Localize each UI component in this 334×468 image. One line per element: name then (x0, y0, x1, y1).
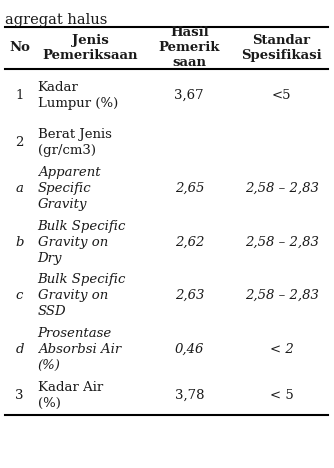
Text: d: d (15, 343, 24, 356)
Text: Hasil
Pemerik
saan: Hasil Pemerik saan (159, 26, 220, 69)
Text: Bulk Specific
Gravity on
SSD: Bulk Specific Gravity on SSD (38, 273, 126, 318)
Text: 1: 1 (15, 89, 24, 102)
Text: Standar
Spesifikasi: Standar Spesifikasi (241, 34, 322, 62)
Text: c: c (16, 289, 23, 302)
Text: Berat Jenis
(gr/cm3): Berat Jenis (gr/cm3) (38, 128, 112, 157)
Text: 2,62: 2,62 (175, 236, 204, 249)
Text: 2,65: 2,65 (175, 182, 204, 195)
Text: Jenis
Pemeriksaan: Jenis Pemeriksaan (43, 34, 138, 62)
Text: 2,58 – 2,83: 2,58 – 2,83 (245, 236, 319, 249)
Text: 2,58 – 2,83: 2,58 – 2,83 (245, 289, 319, 302)
Text: 3: 3 (15, 389, 24, 402)
Text: Kadar
Lumpur (%): Kadar Lumpur (%) (38, 81, 118, 110)
Text: a: a (16, 182, 23, 195)
Text: agregat halus: agregat halus (5, 13, 107, 27)
Text: Kadar Air
(%): Kadar Air (%) (38, 381, 103, 410)
Text: 2,63: 2,63 (175, 289, 204, 302)
Text: 0,46: 0,46 (175, 343, 204, 356)
Text: No: No (9, 41, 30, 54)
Text: 3,78: 3,78 (175, 389, 204, 402)
Text: Apparent
Specific
Gravity: Apparent Specific Gravity (38, 166, 100, 211)
Text: 2: 2 (15, 136, 24, 149)
Text: Bulk Specific
Gravity on
Dry: Bulk Specific Gravity on Dry (38, 219, 126, 264)
Text: <5: <5 (272, 89, 291, 102)
Text: b: b (15, 236, 24, 249)
Text: Prosentase
Absorbsi Air
(%): Prosentase Absorbsi Air (%) (38, 327, 121, 372)
Text: 2,58 – 2,83: 2,58 – 2,83 (245, 182, 319, 195)
Text: < 2: < 2 (270, 343, 294, 356)
Text: < 5: < 5 (270, 389, 294, 402)
Text: 3,67: 3,67 (174, 89, 204, 102)
